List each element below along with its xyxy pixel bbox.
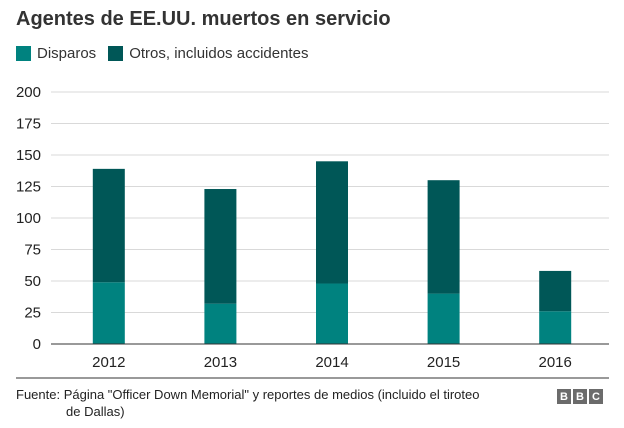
bar-disparos-2014 [316, 283, 348, 344]
bar-otros-2015 [427, 180, 460, 294]
bar-disparos-2016 [539, 311, 572, 344]
x-tick-label: 2014 [315, 354, 348, 371]
x-tick-label: 2015 [427, 354, 460, 371]
y-tick-label: 150 [16, 147, 41, 164]
y-tick-label: 125 [16, 179, 41, 196]
legend: Disparos Otros, incluidos accidentes [16, 45, 320, 62]
bbc-letter-b1: B [557, 389, 571, 404]
x-tick-label: 2016 [539, 354, 572, 371]
legend-item-otros: Otros, incluidos accidentes [108, 45, 308, 62]
legend-label-otros: Otros, incluidos accidentes [129, 45, 309, 62]
legend-swatch-disparos [16, 46, 31, 61]
bar-otros-2013 [204, 189, 237, 304]
source-line-2: de Dallas) [66, 404, 125, 419]
x-tick-label: 2013 [204, 354, 237, 371]
y-tick-label: 50 [24, 273, 41, 290]
legend-item-disparos: Disparos [16, 45, 96, 62]
bbc-letter-c: C [589, 389, 603, 404]
bbc-logo: B B C [557, 389, 605, 404]
bar-disparos-2012 [92, 282, 125, 344]
bar-disparos-2015 [427, 293, 460, 344]
bar-disparos-2013 [204, 303, 237, 344]
bbc-letter-b2: B [573, 389, 587, 404]
y-tick-label: 25 [24, 305, 41, 322]
legend-swatch-otros [108, 46, 124, 61]
source-line-1: Fuente: Página "Officer Down Memorial" y… [16, 387, 480, 402]
y-tick-label: 0 [33, 336, 41, 353]
bar-otros-2014 [316, 161, 348, 284]
y-tick-label: 175 [16, 116, 41, 133]
y-tick-label: 200 [16, 84, 41, 101]
legend-label-disparos: Disparos [37, 45, 97, 62]
bar-otros-2016 [539, 270, 572, 312]
bar-otros-2012 [92, 168, 125, 283]
source-note: Fuente: Página "Officer Down Memorial" y… [16, 386, 526, 420]
y-tick-label: 100 [16, 210, 41, 227]
chart-title: Agentes de EE.UU. muertos en servicio [16, 8, 391, 30]
x-tick-label: 2012 [92, 354, 125, 371]
y-tick-label: 75 [24, 242, 41, 259]
